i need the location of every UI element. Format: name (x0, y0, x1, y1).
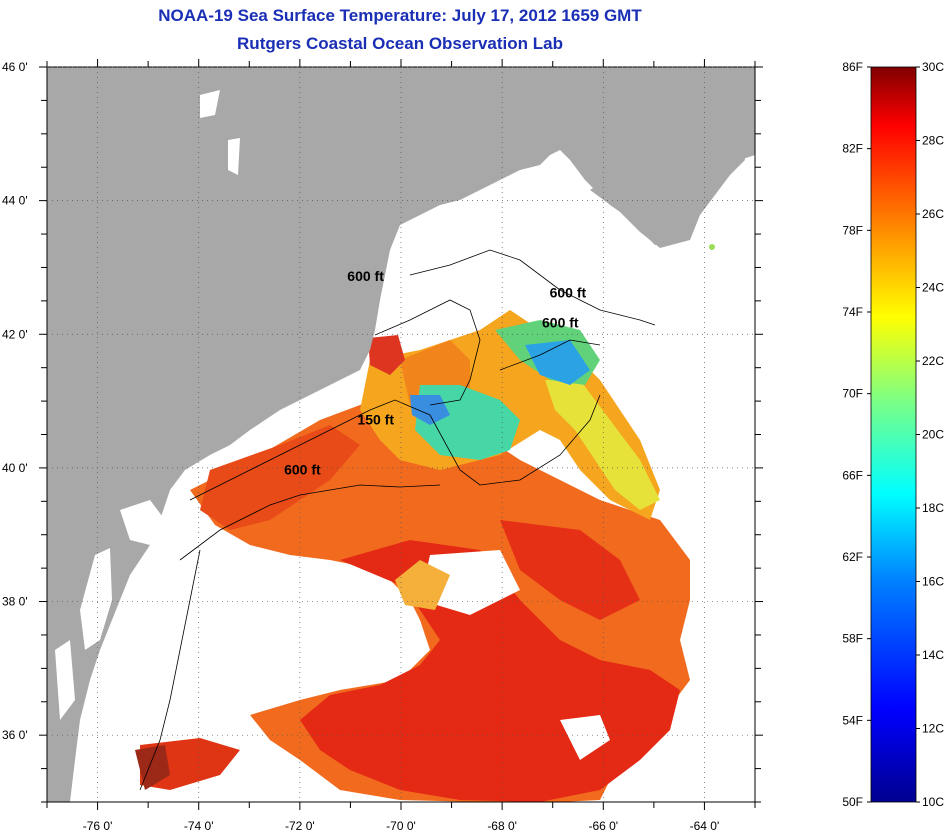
colorbar-c-label: 28C (922, 134, 944, 148)
lon-tick-label: -74 0' (184, 819, 214, 833)
colorbar-f-label: 66F (842, 468, 863, 482)
lat-tick-label: 40 0' (2, 461, 28, 475)
lat-tick-label: 38 0' (2, 595, 28, 609)
colorbar-c-label: 24C (922, 281, 944, 295)
colorbar-c-label: 20C (922, 428, 944, 442)
colorbar-f-label: 62F (842, 550, 863, 564)
colorbar-c-label: 14C (922, 648, 944, 662)
sst-data-layer (48, 228, 715, 802)
lat-tick-label: 44 0' (2, 194, 28, 208)
contour-label: 600 ft (347, 268, 384, 284)
lon-tick-label: -72 0' (285, 819, 315, 833)
colorbar (870, 66, 917, 803)
colorbar-f-label: 82F (842, 142, 863, 156)
colorbar-f-label: 58F (842, 632, 863, 646)
colorbar-c-label: 10C (922, 795, 944, 809)
lon-tick-label: -66 0' (588, 819, 618, 833)
map-title: NOAA-19 Sea Surface Temperature: July 17… (158, 6, 642, 25)
axis-ticks: -76 0' -74 0' -72 0' -70 0' -68 0' -66 0' -64 … (2, 59, 763, 833)
lat-tick-label: 36 0' (2, 728, 28, 742)
lon-tick-label: -76 0' (83, 819, 113, 833)
map-subtitle: Rutgers Coastal Ocean Observation Lab (237, 34, 563, 53)
lat-tick-label: 46 0' (2, 60, 28, 74)
contour-label: 600 ft (542, 315, 579, 331)
contour-label: 600 ft (550, 285, 587, 301)
lon-tick-label: -64 0' (690, 819, 720, 833)
bathymetry-contours (139, 249, 656, 791)
lon-tick-label: -70 0' (386, 819, 416, 833)
contour-label: 150 ft (357, 411, 394, 427)
colorbar-f-label: 74F (842, 305, 863, 319)
colorbar-c-label: 26C (922, 207, 944, 221)
contour-labels: 600 ft 600 ft 600 ft 150 ft 600 ft (284, 268, 586, 478)
colorbar-f-label: 50F (842, 795, 863, 809)
colorbar-labels: 86F 82F 78F 74F 70F 66F 62F 58F 54F 50F 30C 28C 26C 2… (842, 60, 944, 809)
land-mass (47, 67, 755, 802)
colorbar-c-label: 12C (922, 722, 944, 736)
colorbar-f-label: 70F (842, 387, 863, 401)
colorbar-f-label: 54F (842, 713, 863, 727)
lon-tick-label: -68 0' (487, 819, 517, 833)
colorbar-c-label: 30C (922, 60, 944, 74)
colorbar-c-label: 22C (922, 354, 944, 368)
graticule (47, 66, 755, 802)
colorbar-f-label: 86F (842, 60, 863, 74)
contour-label: 600 ft (284, 462, 321, 478)
land-nova-scotia (590, 110, 745, 248)
colorbar-c-label: 18C (922, 501, 944, 515)
colorbar-f-label: 78F (842, 223, 863, 237)
lat-tick-label: 42 0' (2, 327, 28, 341)
colorbar-c-label: 16C (922, 575, 944, 589)
